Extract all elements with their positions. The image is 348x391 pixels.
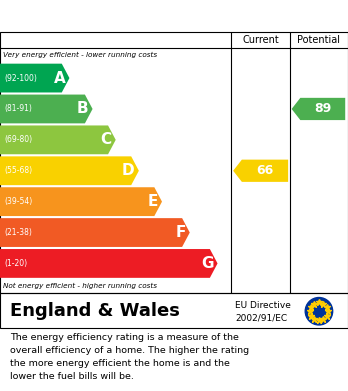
Circle shape: [305, 298, 333, 325]
Text: Current: Current: [242, 35, 279, 45]
Text: (1-20): (1-20): [4, 259, 27, 268]
Polygon shape: [0, 95, 93, 124]
Text: (21-38): (21-38): [4, 228, 32, 237]
Polygon shape: [292, 98, 345, 120]
Text: Potential: Potential: [298, 35, 340, 45]
Text: B: B: [77, 101, 88, 117]
Polygon shape: [0, 156, 139, 185]
Text: D: D: [122, 163, 135, 178]
Polygon shape: [0, 64, 70, 92]
Text: Very energy efficient - lower running costs: Very energy efficient - lower running co…: [3, 52, 158, 59]
Text: F: F: [175, 225, 185, 240]
Text: Not energy efficient - higher running costs: Not energy efficient - higher running co…: [3, 283, 158, 289]
Text: The energy efficiency rating is a measure of the
overall efficiency of a home. T: The energy efficiency rating is a measur…: [10, 334, 250, 381]
Text: (39-54): (39-54): [4, 197, 32, 206]
Text: EU Directive: EU Directive: [235, 301, 291, 310]
Text: England & Wales: England & Wales: [10, 302, 180, 320]
Text: 2002/91/EC: 2002/91/EC: [235, 313, 287, 323]
Text: E: E: [148, 194, 158, 209]
Polygon shape: [0, 218, 190, 247]
Text: (92-100): (92-100): [4, 74, 37, 83]
Text: 89: 89: [314, 102, 331, 115]
Text: (55-68): (55-68): [4, 166, 32, 175]
Polygon shape: [0, 187, 162, 216]
Text: (69-80): (69-80): [4, 135, 32, 144]
Text: 66: 66: [256, 164, 274, 177]
Text: (81-91): (81-91): [4, 104, 32, 113]
Polygon shape: [0, 126, 116, 154]
Polygon shape: [0, 249, 218, 278]
Text: A: A: [54, 70, 65, 86]
Text: C: C: [101, 133, 111, 147]
Text: G: G: [201, 256, 213, 271]
Text: Energy Efficiency Rating: Energy Efficiency Rating: [10, 9, 232, 23]
Polygon shape: [233, 160, 288, 182]
